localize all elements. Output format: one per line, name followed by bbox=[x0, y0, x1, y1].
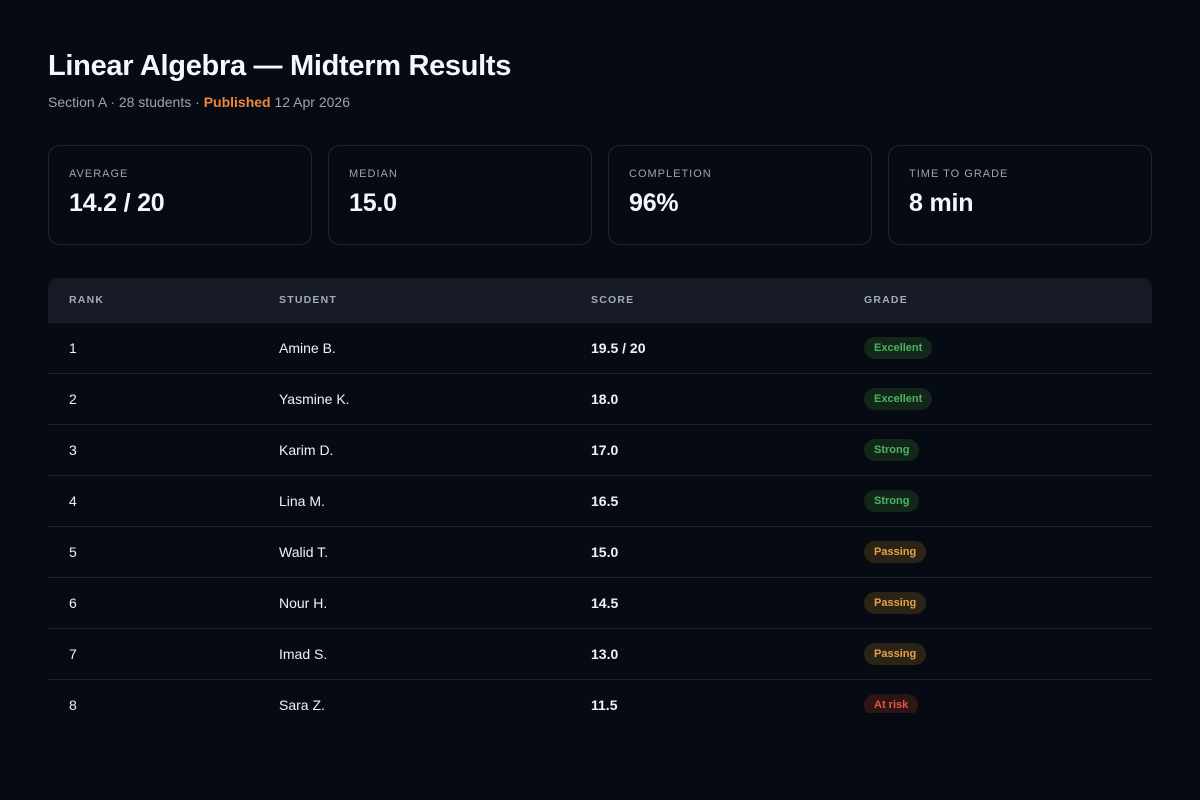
rank-cell: 4 bbox=[69, 492, 77, 509]
score-cell: 11.5 bbox=[591, 696, 618, 713]
status-badge: Published bbox=[203, 94, 271, 110]
grade-badge: Passing bbox=[864, 540, 927, 563]
page-subtitle: Section A · 28 students · Published 12 A… bbox=[48, 94, 350, 110]
stat-card-average: AVERAGE 14.2 / 20 bbox=[48, 145, 312, 245]
stat-value: 96% bbox=[629, 189, 679, 217]
rank-cell: 1 bbox=[69, 339, 77, 356]
published-date: 12 Apr 2026 bbox=[274, 94, 350, 110]
grade-badge: Strong bbox=[864, 489, 920, 512]
separator: · bbox=[195, 94, 200, 110]
grade-cell: Passing bbox=[857, 526, 1152, 577]
score-cell: 16.5 bbox=[591, 492, 619, 509]
grade-cell: Excellent bbox=[857, 322, 1152, 373]
column-header-rank[interactable]: RANK bbox=[48, 278, 272, 323]
table-row[interactable]: 1 Amine B. 19.5 / 20 Excellent bbox=[48, 322, 1152, 373]
stat-label: MEDIAN bbox=[349, 168, 398, 180]
student-cell: Yasmine K. bbox=[279, 390, 350, 407]
column-header-grade[interactable]: GRADE bbox=[857, 278, 1152, 323]
student-cell: Lina M. bbox=[279, 492, 325, 509]
score-cell: 17.0 bbox=[591, 441, 619, 458]
results-table-container[interactable]: RANK STUDENT SCORE GRADE 1 Amine B. 19.5… bbox=[48, 278, 1152, 713]
grade-badge: Strong bbox=[864, 438, 920, 461]
table-row[interactable]: 6 Nour H. 14.5 Passing bbox=[48, 577, 1152, 628]
grade-cell: Strong bbox=[857, 424, 1152, 475]
stat-card-completion: COMPLETION 96% bbox=[608, 145, 872, 245]
grade-badge: Passing bbox=[864, 591, 927, 614]
rank-cell: 2 bbox=[69, 390, 77, 407]
grade-cell: Passing bbox=[857, 577, 1152, 628]
stat-value: 15.0 bbox=[349, 189, 397, 217]
rank-cell: 3 bbox=[69, 441, 77, 458]
column-header-student[interactable]: STUDENT bbox=[272, 278, 584, 323]
column-header-score[interactable]: SCORE bbox=[584, 278, 857, 323]
stats-row: AVERAGE 14.2 / 20 MEDIAN 15.0 COMPLETION… bbox=[48, 145, 1152, 245]
score-cell: 14.5 bbox=[591, 594, 619, 611]
stat-value: 14.2 / 20 bbox=[69, 189, 165, 217]
stat-label: TIME TO GRADE bbox=[909, 168, 1009, 180]
student-cell: Nour H. bbox=[279, 594, 328, 611]
page-title: Linear Algebra — Midterm Results bbox=[48, 50, 512, 82]
stat-card-median: MEDIAN 15.0 bbox=[328, 145, 592, 245]
table-row[interactable]: 2 Yasmine K. 18.0 Excellent bbox=[48, 373, 1152, 424]
grade-badge: Passing bbox=[864, 642, 927, 665]
section-label: Section A bbox=[48, 94, 107, 110]
stat-label: AVERAGE bbox=[69, 168, 129, 180]
stat-value: 8 min bbox=[909, 189, 974, 217]
student-count: 28 students bbox=[118, 94, 192, 110]
grade-cell: Strong bbox=[857, 475, 1152, 526]
table-row[interactable]: 7 Imad S. 13.0 Passing bbox=[48, 628, 1152, 679]
grade-cell: At risk bbox=[857, 679, 1152, 713]
grade-badge: Excellent bbox=[864, 387, 933, 410]
score-cell: 13.0 bbox=[591, 645, 619, 662]
results-table: RANK STUDENT SCORE GRADE 1 Amine B. 19.5… bbox=[48, 278, 1152, 713]
student-cell: Karim D. bbox=[279, 441, 334, 458]
student-cell: Imad S. bbox=[279, 645, 328, 662]
rank-cell: 6 bbox=[69, 594, 77, 611]
score-cell: 19.5 / 20 bbox=[591, 339, 646, 356]
score-cell: 18.0 bbox=[591, 390, 619, 407]
grade-badge: At risk bbox=[864, 693, 919, 713]
student-cell: Walid T. bbox=[279, 543, 329, 560]
stat-card-time-to-grade: TIME TO GRADE 8 min bbox=[888, 145, 1152, 245]
grade-cell: Excellent bbox=[857, 373, 1152, 424]
grade-cell: Passing bbox=[857, 628, 1152, 679]
rank-cell: 8 bbox=[69, 696, 77, 713]
table-header-row: RANK STUDENT SCORE GRADE bbox=[48, 278, 1152, 323]
student-cell: Amine B. bbox=[279, 339, 336, 356]
table-row[interactable]: 4 Lina M. 16.5 Strong bbox=[48, 475, 1152, 526]
score-cell: 15.0 bbox=[591, 543, 619, 560]
rank-cell: 7 bbox=[69, 645, 77, 662]
table-row[interactable]: 5 Walid T. 15.0 Passing bbox=[48, 526, 1152, 577]
stat-label: COMPLETION bbox=[629, 168, 712, 180]
separator: · bbox=[110, 94, 115, 110]
rank-cell: 5 bbox=[69, 543, 77, 560]
table-row[interactable]: 3 Karim D. 17.0 Strong bbox=[48, 424, 1152, 475]
student-cell: Sara Z. bbox=[279, 696, 325, 713]
grade-badge: Excellent bbox=[864, 336, 933, 359]
table-row[interactable]: 8 Sara Z. 11.5 At risk bbox=[48, 679, 1152, 713]
